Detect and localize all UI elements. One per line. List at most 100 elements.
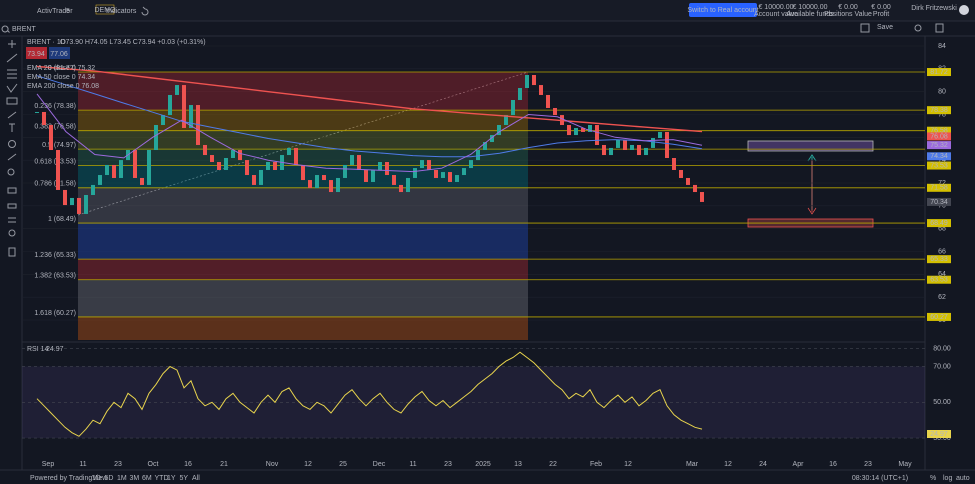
- save-button[interactable]: Save: [877, 24, 893, 31]
- y-tick-label: 72: [938, 180, 946, 187]
- candle: [539, 85, 543, 95]
- buy-price[interactable]: 77.06: [50, 51, 68, 58]
- price-label: 81.72: [930, 69, 948, 76]
- candle: [56, 150, 60, 190]
- settings-icon[interactable]: [914, 24, 922, 32]
- visibility-icon[interactable]: [8, 217, 16, 223]
- avatar[interactable]: [959, 5, 969, 15]
- price-label: 70.34: [930, 199, 948, 206]
- arrow-down: [807, 160, 817, 215]
- candle: [672, 158, 676, 170]
- candle: [371, 169, 375, 182]
- trendline-icon[interactable]: [6, 53, 18, 63]
- price-label: 73.53: [930, 162, 948, 169]
- range-button[interactable]: 6M: [142, 475, 152, 482]
- balance-label: Account value: [754, 11, 798, 18]
- fib-icon[interactable]: [7, 69, 17, 79]
- sell-price[interactable]: 73.94: [27, 51, 45, 58]
- scale-option[interactable]: log: [943, 475, 952, 482]
- candle: [203, 144, 207, 156]
- sell-box[interactable]: [26, 47, 47, 59]
- price-label-box: [927, 219, 951, 228]
- ruler-icon[interactable]: [7, 153, 17, 161]
- layout-icon[interactable]: [860, 23, 870, 33]
- measure-icon[interactable]: [8, 140, 16, 148]
- candle: [399, 184, 403, 193]
- range-button[interactable]: All: [192, 475, 200, 482]
- zoom-icon[interactable]: [7, 168, 15, 176]
- lock-icon[interactable]: [7, 203, 17, 209]
- projection-icon[interactable]: [6, 97, 18, 105]
- undo-icon[interactable]: [141, 6, 149, 16]
- y-tick-label: 62: [938, 294, 946, 301]
- candle: [175, 85, 179, 95]
- candle: [504, 115, 508, 126]
- symbol[interactable]: BRENT: [12, 26, 36, 33]
- trash-icon[interactable]: [8, 247, 16, 257]
- range-button[interactable]: 1M: [117, 475, 127, 482]
- text-icon[interactable]: [9, 123, 15, 132]
- x-tick-label: 2025: [475, 461, 491, 468]
- tree-icon[interactable]: [8, 229, 16, 237]
- candle: [532, 74, 536, 86]
- candle: [378, 161, 382, 170]
- price-label: 63.53: [930, 277, 948, 284]
- indicators-button[interactable]: Indicators: [106, 8, 137, 15]
- x-tick-label: May: [898, 461, 912, 468]
- candle: [602, 144, 606, 156]
- candle: [679, 169, 683, 178]
- real-account-button[interactable]: [689, 3, 757, 17]
- magnet-icon[interactable]: [7, 187, 17, 194]
- candle: [462, 168, 466, 176]
- logo: ActivTrader: [37, 8, 73, 15]
- candle: [77, 197, 81, 214]
- brush-icon[interactable]: [7, 111, 17, 119]
- scale-option[interactable]: auto: [956, 475, 970, 482]
- candle: [630, 144, 634, 151]
- candle: [112, 164, 116, 178]
- candle: [329, 180, 333, 193]
- indicator-legend: EMA 200 close 0 76.08: [27, 83, 99, 90]
- candle: [238, 150, 242, 161]
- price-label: 65.33: [930, 256, 948, 263]
- balance-amount: € 0.00: [871, 4, 891, 11]
- range-button[interactable]: 1Y: [167, 475, 176, 482]
- x-tick-label: 21: [220, 461, 228, 468]
- fib-band: [78, 130, 528, 150]
- x-tick-label: 23: [444, 461, 452, 468]
- price-label-box: [927, 255, 951, 264]
- candle: [651, 138, 655, 148]
- rsi-title: RSI 14: [27, 346, 49, 353]
- candle: [119, 160, 123, 178]
- range-button[interactable]: 5Y: [180, 475, 189, 482]
- range-button[interactable]: 1D: [92, 475, 101, 482]
- price-label-box: [927, 126, 951, 135]
- balance-amount: € 0.00: [838, 4, 858, 11]
- candle: [469, 160, 473, 169]
- candle: [476, 150, 480, 161]
- button-label[interactable]: Switch to Real account: [687, 7, 758, 14]
- range-button[interactable]: YTD: [155, 475, 169, 482]
- candle: [252, 175, 256, 185]
- rsi-tick-label: 50.00: [933, 399, 951, 406]
- pattern-icon[interactable]: [6, 83, 18, 93]
- buy-box[interactable]: [49, 47, 70, 59]
- interval[interactable]: 5: [66, 8, 70, 15]
- fib-label: 0.236 (78.38): [34, 103, 76, 110]
- x-tick-label: 12: [304, 461, 312, 468]
- y-tick-label: 78: [938, 111, 946, 118]
- x-tick-label: 23: [114, 461, 122, 468]
- fib-band: [78, 316, 528, 340]
- candle: [434, 169, 438, 178]
- candle: [105, 164, 109, 176]
- crosshair-icon[interactable]: [8, 40, 16, 48]
- range-button[interactable]: 3M: [130, 475, 140, 482]
- indicator-legend: EMA 50 close 0 74.34: [27, 74, 95, 81]
- x-tick-label: 12: [724, 461, 732, 468]
- range-button[interactable]: 5D: [105, 475, 114, 482]
- scale-option[interactable]: %: [930, 475, 936, 482]
- search-icon[interactable]: [1, 25, 10, 33]
- screenshot-icon[interactable]: [935, 23, 944, 33]
- price-label: 76.08: [930, 133, 948, 140]
